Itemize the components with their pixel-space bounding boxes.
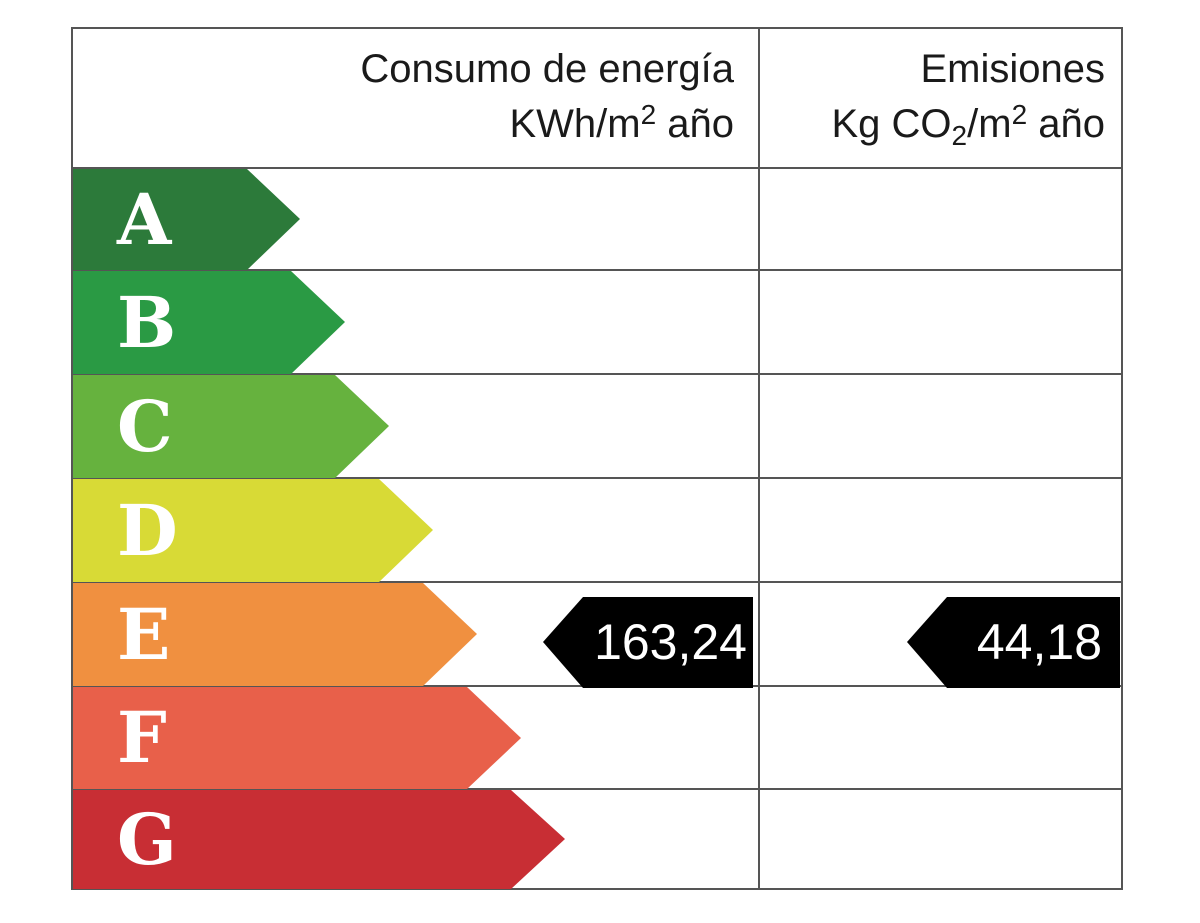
band-letter: G: [117, 798, 177, 881]
band-letter: F: [117, 696, 167, 779]
row-divider: [71, 581, 1123, 583]
energy-unit: KWh/m2 año: [509, 99, 734, 147]
energy-value: 163,24: [594, 614, 747, 670]
band-d: D: [73, 479, 436, 582]
band-e: E: [73, 583, 480, 686]
band-g: G: [73, 790, 568, 889]
column-divider: [758, 27, 760, 890]
emissions-column-header: Emisiones Kg CO2/m2 año: [762, 42, 1106, 152]
rating-table-frame: [71, 27, 1123, 890]
band-arrow-shape: [73, 583, 477, 686]
band-a: A: [73, 169, 303, 270]
row-divider: [71, 167, 1123, 169]
energy-title: Consumo de energía: [360, 47, 734, 91]
band-arrow-shape: [73, 169, 300, 270]
row-divider: [71, 269, 1123, 271]
band-letter: B: [117, 281, 177, 364]
emissions-value: 44,18: [976, 614, 1102, 670]
band-c: C: [73, 375, 392, 478]
emissions-unit: Kg CO2/m2 año: [831, 99, 1106, 151]
band-b: B: [73, 271, 348, 374]
band-letter: A: [117, 178, 172, 261]
band-arrow-shape: [73, 790, 565, 889]
badge-arrow-shape: [543, 597, 753, 688]
energy-column-header: Consumo de energía KWh/m2 año: [80, 42, 734, 152]
emissions-title: Emisiones: [920, 47, 1105, 91]
band-letter: D: [117, 489, 178, 572]
band-arrow-shape: [73, 375, 389, 478]
energy-value-badge: 163,24: [543, 597, 753, 688]
emissions-value-badge: 44,18: [907, 597, 1120, 688]
band-letter: E: [117, 593, 171, 676]
band-arrow-shape: [73, 479, 433, 582]
band-f: F: [73, 687, 524, 789]
badge-arrow-shape: [907, 597, 1120, 688]
band-arrow-shape: [73, 271, 345, 374]
band-arrow-shape: [73, 687, 521, 789]
row-divider: [71, 373, 1123, 375]
row-divider: [71, 788, 1123, 790]
row-divider: [71, 477, 1123, 479]
band-letter: C: [117, 385, 173, 468]
